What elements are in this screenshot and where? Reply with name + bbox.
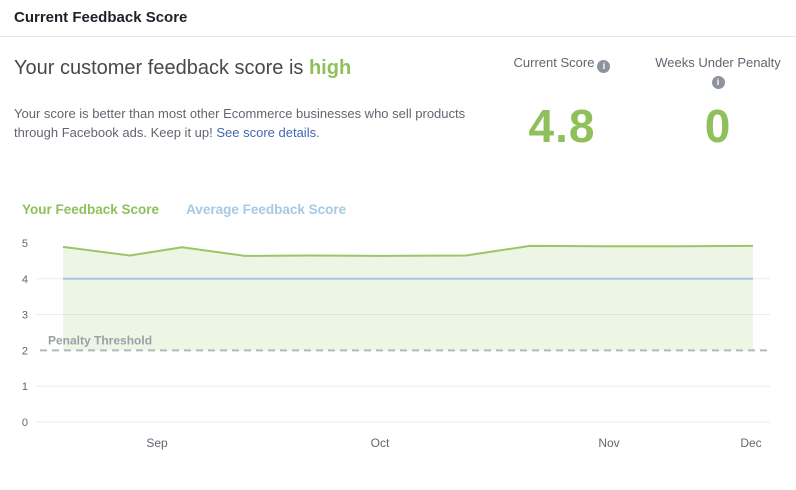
info-icon[interactable]: i <box>597 60 611 73</box>
score-status: high <box>308 57 352 79</box>
weeks-under-penalty-value: 0 <box>704 100 732 152</box>
info-icon[interactable]: i <box>711 76 725 89</box>
x-axis-label: Sep <box>146 436 168 450</box>
score-summary-text: Your customer feedback score is <box>14 57 309 79</box>
score-description-period: . <box>316 125 320 140</box>
see-score-details-link[interactable]: See score details <box>216 125 317 140</box>
current-score-label: Current Score i <box>498 55 626 101</box>
penalty-threshold-label: Penalty Threshold <box>48 333 152 347</box>
legend-average-feedback-score[interactable]: Average Feedback Score <box>186 202 347 217</box>
weeks-under-penalty-stat: Weeks Under Penalty i 0 <box>650 55 786 151</box>
legend-your-feedback-score[interactable]: Your Feedback Score <box>22 202 160 217</box>
chart-legend: Your Feedback Score Average Feedback Sco… <box>22 202 346 217</box>
area-fill <box>63 245 753 351</box>
score-summary-heading: Your customer feedback score is high <box>14 55 351 81</box>
score-description-text: Your score is better than most other Eco… <box>14 106 466 140</box>
your-score-line <box>62 244 754 257</box>
y-axis-label: 3 <box>22 310 28 322</box>
page-title: Current Feedback Score <box>14 9 188 26</box>
y-axis-label: 1 <box>22 381 28 393</box>
weeks-under-penalty-label: Weeks Under Penalty i <box>655 55 781 89</box>
current-score-value: 4.8 <box>528 100 596 152</box>
score-description: Your score is better than most other Eco… <box>14 104 492 142</box>
y-axis-label: 5 <box>22 238 28 250</box>
y-axis-label: 4 <box>22 274 28 286</box>
y-axis-label: 2 <box>22 345 28 357</box>
feedback-chart: 5 4 3 2 1 0 Penalty Threshold Sep Oct Nov Dec <box>22 238 770 450</box>
x-axis-label: Oct <box>371 436 390 450</box>
current-score-stat: Current Score i 4.8 <box>498 55 626 151</box>
x-axis-label: Dec <box>740 436 761 450</box>
x-axis-label: Nov <box>598 436 619 450</box>
y-axis-label: 0 <box>22 417 28 429</box>
header-divider <box>0 36 796 37</box>
